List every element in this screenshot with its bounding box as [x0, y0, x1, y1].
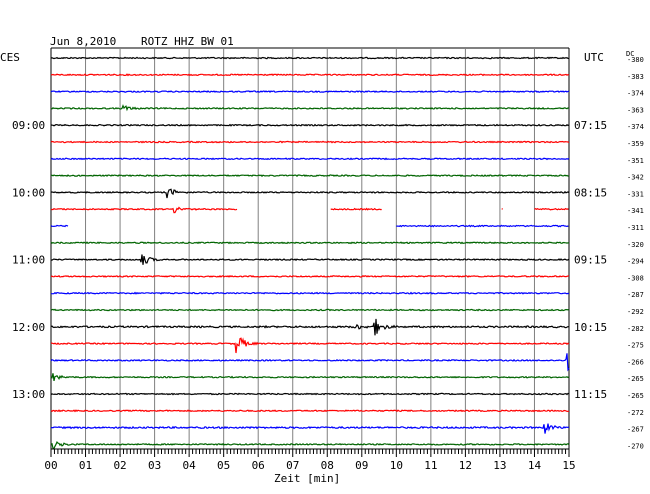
trace-green-15 — [50, 308, 570, 312]
trace-green-11 — [50, 241, 570, 245]
dc-value: -308 — [627, 274, 644, 282]
dc-value: -275 — [627, 342, 644, 350]
dc-value: -374 — [627, 123, 644, 131]
x-tick-label: 01 — [79, 459, 92, 472]
trace-black-4 — [50, 123, 570, 127]
dc-value: -351 — [627, 157, 644, 165]
right-hour-label: 07:15 — [574, 119, 607, 132]
x-tick-label: 03 — [148, 459, 161, 472]
dc-value: -341 — [627, 207, 644, 215]
trace-green-19 — [50, 373, 570, 382]
dc-value: -294 — [627, 258, 644, 266]
dc-value: -282 — [627, 325, 644, 333]
left-hour-label: 10:00 — [12, 186, 45, 199]
dc-value: -311 — [627, 224, 644, 232]
dc-value: -272 — [627, 409, 644, 417]
trace-black-16 — [50, 318, 570, 336]
left-tz-label: CES — [0, 51, 20, 64]
left-hour-label: 11:00 — [12, 254, 45, 267]
trace-blue-18 — [50, 353, 570, 372]
x-tick-label: 14 — [528, 459, 542, 472]
trace-blue-10 — [396, 224, 569, 228]
x-tick-label: 06 — [252, 459, 265, 472]
trace-group — [50, 56, 570, 450]
trace-blue-6 — [50, 157, 570, 161]
x-tick-label: 09 — [355, 459, 368, 472]
dc-value: -363 — [627, 106, 644, 114]
x-axis-label: Zeit [min] — [274, 472, 340, 485]
dc-value: -374 — [627, 90, 644, 98]
trace-red-1 — [50, 73, 570, 77]
x-axis: 00 01 02 03 04 05 06 07 08 09 10 11 12 13 14 15 — [44, 448, 576, 472]
dc-value: -359 — [627, 140, 644, 148]
dc-value: -383 — [627, 73, 644, 81]
x-tick-label: 07 — [286, 459, 299, 472]
x-tick-label: 08 — [321, 459, 334, 472]
left-hour-label: 09:00 — [12, 119, 45, 132]
trace-black-0 — [50, 56, 570, 60]
dc-header: DC — [626, 50, 634, 58]
right-hour-label: 09:15 — [574, 254, 607, 267]
dc-value: -267 — [627, 426, 644, 434]
x-tick-label: 11 — [424, 459, 437, 472]
trace-black-8 — [50, 188, 570, 199]
trace-blue-2 — [50, 90, 570, 94]
dc-value: -265 — [627, 375, 644, 383]
trace-red-17 — [50, 337, 570, 354]
trace-black-12 — [50, 254, 570, 265]
trace-red-9 — [501, 208, 503, 210]
dc-value: -270 — [627, 442, 644, 450]
dc-value: -380 — [627, 56, 644, 64]
x-tick-label: 13 — [493, 459, 506, 472]
dc-value: -342 — [627, 174, 644, 182]
trace-red-9 — [330, 207, 382, 211]
trace-black-20 — [50, 392, 570, 396]
trace-green-3 — [50, 104, 570, 112]
x-tick-label: 12 — [459, 459, 472, 472]
right-hour-label: 10:15 — [574, 321, 607, 334]
x-tick-label: 02 — [113, 459, 126, 472]
trace-blue-10 — [50, 224, 69, 228]
dc-value: -292 — [627, 308, 644, 316]
trace-red-21 — [50, 409, 569, 413]
trace-red-9 — [534, 207, 569, 211]
left-hour-label: 12:00 — [12, 321, 45, 334]
trace-green-7 — [50, 174, 570, 178]
dc-value: -266 — [627, 358, 644, 366]
header-date: Jun 8,2010 — [50, 35, 116, 48]
dc-value: -287 — [627, 291, 644, 299]
x-tick-label: 04 — [183, 459, 197, 472]
dc-value: -320 — [627, 241, 644, 249]
left-hour-label: 13:00 — [12, 388, 45, 401]
dc-value: -265 — [627, 392, 644, 400]
right-tz-label: UTC — [584, 51, 604, 64]
header-station: ROTZ HHZ BW 01 — [141, 35, 234, 48]
trace-green-23 — [50, 441, 570, 450]
dc-value: -331 — [627, 190, 644, 198]
trace-red-13 — [50, 274, 570, 278]
trace-blue-22 — [51, 423, 570, 434]
x-tick-label: 10 — [390, 459, 403, 472]
right-hour-label: 08:15 — [574, 186, 607, 199]
trace-red-5 — [50, 140, 570, 144]
grid-lines — [50, 47, 570, 449]
right-hour-label: 11:15 — [574, 388, 607, 401]
trace-blue-14 — [51, 291, 570, 295]
x-tick-label: 05 — [217, 459, 230, 472]
row-labels: -380 -383 -374 -363 -374 -359 -351 -342 -331 -341… — [12, 56, 644, 450]
x-tick-label: 15 — [562, 459, 575, 472]
trace-red-9 — [50, 206, 238, 214]
x-tick-label: 00 — [44, 459, 57, 472]
